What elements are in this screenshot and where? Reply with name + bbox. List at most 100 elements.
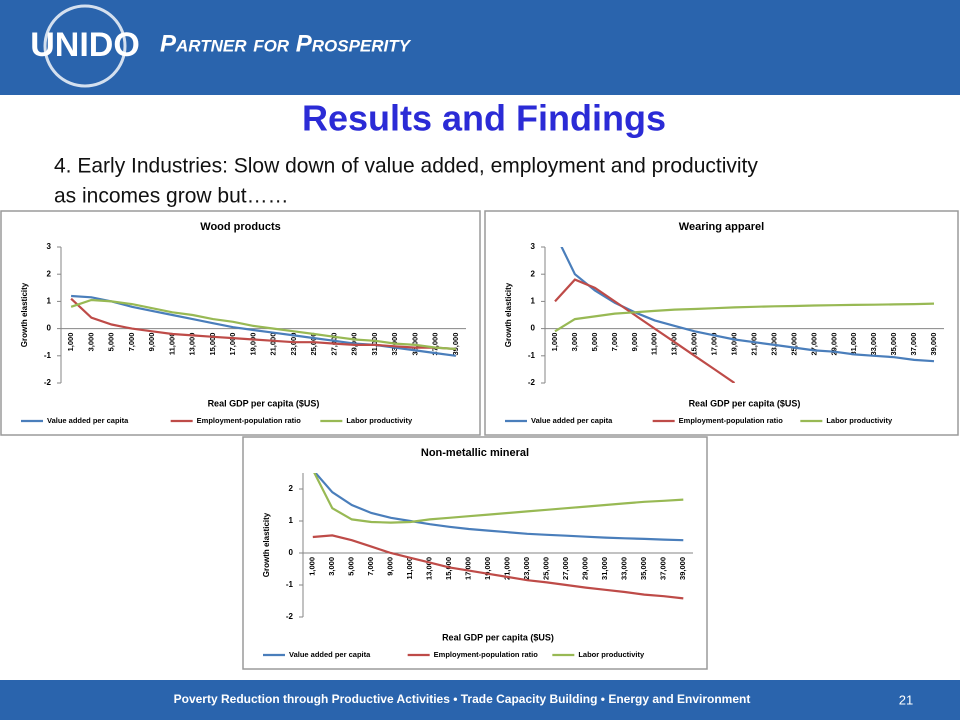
chart-title: Non-metallic mineral [421, 447, 529, 459]
x-tick-label: 3,000 [327, 557, 336, 576]
chart-frame [484, 210, 959, 436]
x-tick-label: 33,000 [869, 333, 878, 356]
y-tick-label: 0 [289, 548, 294, 557]
legend-label: Labor productivity [578, 650, 645, 659]
data-line [554, 278, 736, 383]
x-tick-label: 7,000 [366, 557, 375, 576]
x-tick-label: 35,000 [889, 333, 898, 356]
x-tick-label: 29,000 [581, 557, 590, 580]
x-tick-label: 15,000 [208, 333, 217, 356]
x-axis-label: Real GDP per capita ($US) [208, 398, 320, 408]
y-tick-label: -2 [286, 612, 294, 621]
x-tick-label: 7,000 [127, 333, 136, 352]
chart: Wood products Growth elasticity -2 -1 0 1 2 3 1,… [0, 210, 481, 436]
x-tick-label: 1,000 [550, 333, 559, 352]
x-tick-label: 27,000 [809, 333, 818, 356]
x-tick-label: 25,000 [789, 333, 798, 356]
x-tick-label: 25,000 [309, 333, 318, 356]
legend-label: Value added per capita [47, 416, 129, 425]
x-tick-label: 19,000 [483, 557, 492, 580]
y-tick-label: -1 [44, 351, 52, 360]
legend-label: Value added per capita [531, 416, 613, 425]
x-tick-label: 9,000 [147, 333, 156, 352]
y-tick-label: 2 [47, 269, 52, 278]
x-tick-label: 19,000 [248, 333, 257, 356]
tagline: Partner for Prosperity [160, 30, 412, 57]
y-tick-label: 0 [531, 324, 536, 333]
x-tick-label: 13,000 [670, 333, 679, 356]
subtitle-line: as incomes grow but…… [54, 185, 289, 208]
chart-title: Wearing apparel [679, 221, 764, 233]
x-tick-label: 9,000 [386, 557, 395, 576]
chart: Non-metallic mineral Growth elasticity -2 -… [242, 436, 708, 670]
x-tick-label: 21,000 [749, 333, 758, 356]
data-line [70, 298, 456, 351]
data-line [70, 297, 456, 351]
y-axis-label: Growth elasticity [262, 512, 271, 577]
y-tick-label: 1 [531, 297, 536, 306]
legend-label: Labor productivity [826, 416, 893, 425]
x-tick-label: 39,000 [678, 557, 687, 580]
y-tick-label: 1 [289, 516, 294, 525]
chart: Wearing apparel Growth elasticity -2 -1 0 1 2 3… [484, 210, 959, 436]
x-tick-label: 5,000 [590, 333, 599, 352]
x-tick-label: 23,000 [289, 333, 298, 356]
x-tick-label: 11,000 [405, 557, 414, 580]
x-tick-label: 31,000 [849, 333, 858, 356]
y-axis-label: Growth elasticity [504, 282, 513, 347]
legend-label: Value added per capita [289, 650, 371, 659]
y-tick-label: -2 [528, 378, 536, 387]
page-number: 21 [899, 692, 913, 707]
x-tick-label: 5,000 [107, 333, 116, 352]
x-tick-label: 31,000 [600, 557, 609, 580]
x-tick-label: 15,000 [690, 333, 699, 356]
x-tick-label: 19,000 [730, 333, 739, 356]
x-tick-label: 11,000 [167, 333, 176, 356]
header-band [0, 0, 960, 95]
legend-label: Labor productivity [346, 416, 413, 425]
chart-title: Wood products [200, 221, 280, 233]
y-tick-label: -2 [44, 378, 52, 387]
x-tick-label: 5,000 [347, 557, 356, 576]
data-line [314, 473, 684, 542]
x-axis-label: Real GDP per capita ($US) [442, 632, 554, 642]
x-tick-label: 39,000 [451, 333, 460, 356]
x-tick-label: 39,000 [929, 333, 938, 356]
x-tick-label: 33,000 [620, 557, 629, 580]
x-tick-label: 17,000 [228, 333, 237, 356]
x-tick-label: 17,000 [464, 557, 473, 580]
slide-title: Results and Findings [302, 98, 666, 139]
y-tick-label: 1 [47, 297, 52, 306]
x-tick-label: 1,000 [308, 557, 317, 576]
footer-band [0, 680, 960, 720]
logo-emblem [43, 4, 127, 88]
x-tick-label: 13,000 [188, 333, 197, 356]
x-tick-label: 1,000 [66, 333, 75, 352]
x-tick-label: 9,000 [630, 333, 639, 352]
legend-label: Employment-population ratio [197, 416, 302, 425]
y-tick-label: 3 [531, 242, 536, 251]
legend-label: Employment-population ratio [434, 650, 539, 659]
y-tick-label: 2 [289, 484, 294, 493]
x-tick-label: 3,000 [570, 333, 579, 352]
x-tick-label: 23,000 [522, 557, 531, 580]
y-axis-label: Growth elasticity [20, 282, 29, 347]
y-tick-label: -1 [286, 580, 294, 589]
x-tick-label: 29,000 [829, 333, 838, 356]
x-tick-label: 27,000 [561, 557, 570, 580]
x-tick-label: 11,000 [650, 333, 659, 356]
x-tick-label: 3,000 [86, 333, 95, 352]
x-tick-label: 15,000 [444, 557, 453, 580]
x-tick-label: 21,000 [503, 557, 512, 580]
y-tick-label: 0 [47, 324, 52, 333]
x-tick-label: 17,000 [710, 333, 719, 356]
y-tick-label: 3 [47, 242, 52, 251]
x-tick-label: 35,000 [639, 557, 648, 580]
subtitle-line: 4. Early Industries: Slow down of value … [54, 155, 758, 178]
x-tick-label: 13,000 [425, 557, 434, 580]
logo-text: UNIDO [30, 26, 140, 64]
legend-label: Employment-population ratio [679, 416, 784, 425]
y-tick-label: 2 [531, 269, 536, 278]
data-line [313, 473, 684, 524]
